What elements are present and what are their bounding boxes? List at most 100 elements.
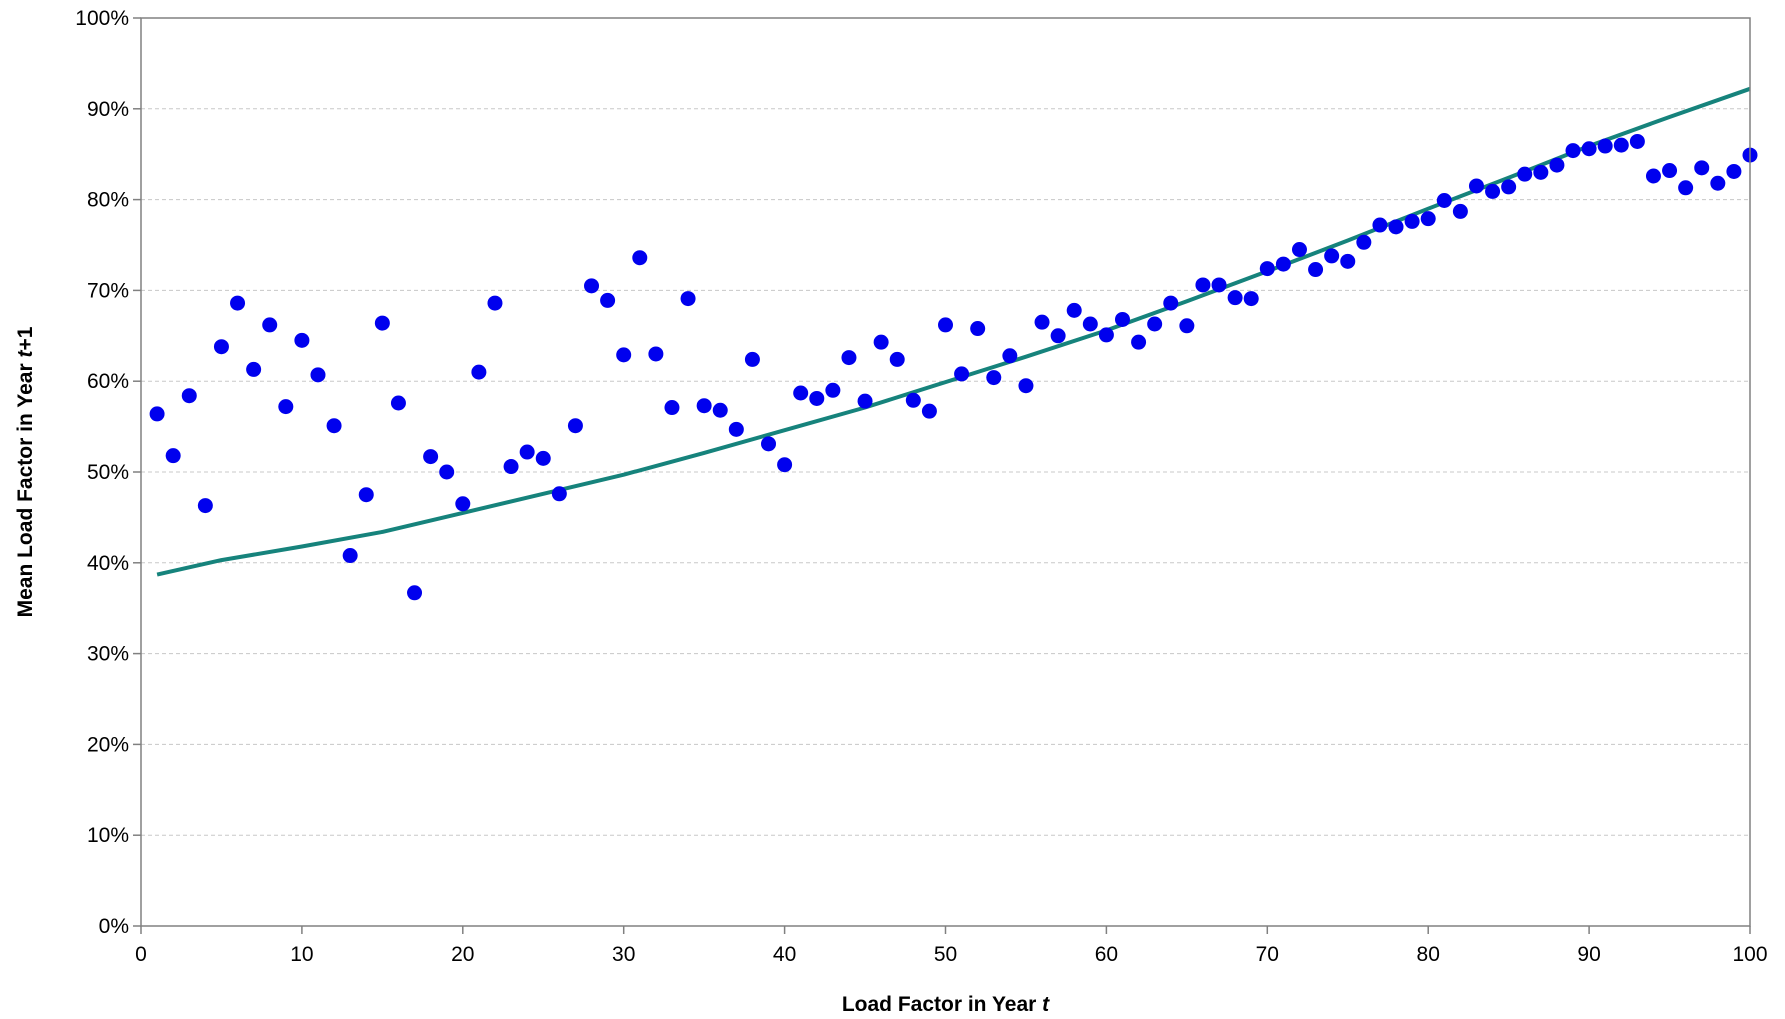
data-point — [1404, 213, 1420, 229]
y-tick-label: 30% — [87, 643, 129, 666]
data-point — [1356, 234, 1372, 250]
x-axis-title-main: Load Factor in Year — [842, 993, 1042, 1016]
data-point — [584, 278, 600, 294]
data-point — [1211, 277, 1227, 293]
y-tick-label: 60% — [87, 370, 129, 393]
data-point — [616, 347, 632, 363]
data-point — [954, 366, 970, 382]
y-tick-labels: 0% 10% 20% 30% 40% 50% 60% 70% 80% 90% 100% — [75, 7, 129, 938]
axes — [133, 17, 1751, 934]
x-tick-label: 80 — [1417, 943, 1440, 966]
x-tick-label: 0 — [135, 943, 147, 966]
data-point — [374, 315, 390, 331]
data-point — [1163, 295, 1179, 311]
data-point — [889, 351, 905, 367]
data-point — [1050, 328, 1066, 344]
data-point — [1372, 217, 1388, 233]
data-point — [1098, 327, 1114, 343]
data-point — [1436, 193, 1452, 209]
data-point — [1468, 178, 1484, 194]
data-point — [1340, 253, 1356, 269]
data-point — [1501, 179, 1517, 195]
data-point — [1645, 168, 1661, 184]
data-point — [326, 418, 342, 434]
data-point — [664, 400, 680, 416]
y-axis-title: Mean Load Factor in Year t+1 — [14, 326, 37, 617]
data-point — [1533, 164, 1549, 180]
data-point — [407, 585, 423, 601]
data-point — [423, 449, 439, 465]
data-point — [1002, 348, 1018, 364]
data-point — [1662, 163, 1678, 179]
y-axis-title-suffix: +1 — [14, 326, 37, 350]
x-tick-label: 30 — [612, 943, 635, 966]
data-point — [535, 450, 551, 466]
x-tick-label: 50 — [934, 943, 957, 966]
data-point — [712, 402, 728, 418]
data-point — [487, 295, 503, 311]
data-point — [1227, 290, 1243, 306]
fit-curve — [156, 86, 1751, 577]
data-point — [1179, 318, 1195, 334]
data-point — [197, 498, 213, 514]
data-point — [1565, 143, 1581, 159]
data-point — [149, 406, 165, 422]
data-point — [1710, 175, 1726, 191]
y-tick-label: 10% — [87, 824, 129, 847]
x-axis-title: Load Factor in Year t — [842, 993, 1050, 1016]
data-point — [1034, 314, 1050, 330]
x-tick-label: 60 — [1095, 943, 1118, 966]
data-point — [1275, 256, 1291, 272]
y-tick-label: 20% — [87, 733, 129, 756]
data-point — [825, 382, 841, 398]
data-point — [519, 444, 535, 460]
data-point — [1324, 248, 1340, 264]
data-point — [873, 334, 889, 350]
data-point — [455, 496, 471, 512]
data-point — [1388, 219, 1404, 235]
data-point — [1726, 163, 1742, 179]
data-point — [310, 367, 326, 383]
data-point — [1694, 160, 1710, 176]
data-point — [1114, 311, 1130, 327]
data-point — [294, 332, 310, 348]
x-tick-label: 40 — [773, 943, 796, 966]
y-tick-label: 70% — [87, 279, 129, 302]
x-tick-label: 10 — [290, 943, 313, 966]
data-point — [841, 350, 857, 366]
data-point — [1308, 262, 1324, 278]
data-point — [1259, 261, 1275, 277]
y-tick-label: 50% — [87, 461, 129, 484]
data-point — [1243, 291, 1259, 307]
data-point — [390, 395, 406, 411]
data-point — [970, 321, 986, 337]
data-point — [921, 403, 937, 419]
data-point — [1195, 277, 1211, 293]
data-point — [648, 346, 664, 362]
data-point — [1485, 183, 1501, 199]
data-point — [1581, 141, 1597, 157]
data-point — [1597, 138, 1613, 154]
x-axis-title-var: t — [1042, 993, 1050, 1016]
data-point — [728, 421, 744, 437]
data-point — [938, 317, 953, 333]
y-tick-label: 80% — [87, 189, 129, 212]
data-point — [744, 351, 760, 367]
y-tick-label: 40% — [87, 552, 129, 575]
data-point — [809, 390, 825, 406]
data-point — [262, 317, 278, 333]
data-point — [1549, 157, 1565, 173]
data-point — [857, 393, 873, 409]
data-point — [1082, 316, 1098, 332]
y-tick-label: 90% — [87, 98, 129, 121]
data-point — [1517, 166, 1533, 182]
data-point — [246, 361, 262, 377]
data-point — [1420, 211, 1436, 227]
data-point — [761, 436, 777, 452]
data-point — [278, 399, 294, 415]
scatter-points — [149, 133, 1758, 601]
x-tick-label: 70 — [1256, 943, 1279, 966]
x-tick-label: 90 — [1577, 943, 1600, 966]
x-tick-label: 20 — [451, 943, 474, 966]
